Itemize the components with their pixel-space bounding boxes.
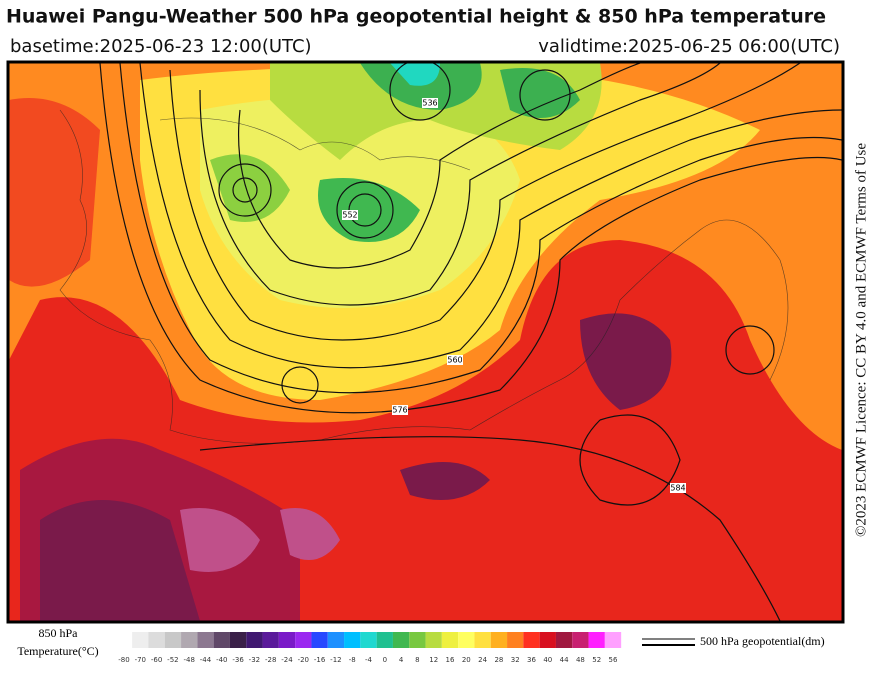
colorbar-swatch bbox=[229, 632, 247, 648]
colorbar-swatch bbox=[392, 632, 410, 648]
contour-label: 584 bbox=[670, 484, 685, 493]
colorbar-swatch bbox=[555, 632, 573, 648]
cold-area bbox=[210, 154, 290, 222]
contour-label: 552 bbox=[342, 211, 357, 220]
colorbar-title: Temperature(°C) bbox=[17, 644, 98, 658]
colorbar-tick-label: -52 bbox=[167, 656, 178, 664]
coastlines bbox=[59, 109, 789, 444]
colorbar-tick-label: -40 bbox=[216, 656, 227, 664]
warm-area bbox=[9, 98, 100, 287]
contour-label-bg bbox=[447, 355, 463, 365]
colorbar-swatch bbox=[409, 632, 426, 648]
map-frame bbox=[6, 60, 845, 624]
validtime: validtime:2025-06-25 06:00(UTC) bbox=[538, 36, 840, 57]
colorbar-tick-label: 16 bbox=[446, 656, 455, 664]
colorbar-tick-label: 40 bbox=[543, 656, 552, 664]
colorbar-tick-label: 20 bbox=[462, 656, 471, 664]
cold-area bbox=[500, 68, 580, 118]
colorbar-tick-label: -20 bbox=[298, 656, 309, 664]
colorbar-tick-label: -24 bbox=[281, 656, 293, 664]
colorbar-tick-label: 32 bbox=[511, 656, 520, 664]
colorbar-tick-label: -16 bbox=[314, 656, 326, 664]
colorbar-tick-label: -60 bbox=[151, 656, 162, 664]
contour-label: 536 bbox=[422, 99, 437, 108]
hot-area bbox=[40, 500, 200, 621]
legend-label: 500 hPa geopotential(dm) bbox=[700, 634, 825, 648]
colorbar-swatch bbox=[148, 632, 165, 648]
colorbar-tick-label: 56 bbox=[609, 656, 618, 664]
colorbar-tick-label: -4 bbox=[365, 656, 373, 664]
colorbar-swatch bbox=[213, 632, 230, 648]
contour-label-bg bbox=[422, 98, 438, 108]
colorbar-tick-label: -32 bbox=[249, 656, 260, 664]
contour-label: 560 bbox=[447, 356, 462, 365]
colorbar-tick-label: 24 bbox=[478, 656, 487, 664]
license: ©2023 ECMWF Licence: CC BY 4.0 and ECMWF… bbox=[853, 143, 869, 537]
colorbar-title: 850 hPa bbox=[39, 626, 79, 640]
colorbar-tick-label: 28 bbox=[494, 656, 503, 664]
colorbar-swatch bbox=[197, 632, 214, 648]
colorbar-tick-label: -36 bbox=[232, 656, 244, 664]
colorbar-swatch bbox=[458, 632, 475, 648]
title: Huawei Pangu-Weather 500 hPa geopotentia… bbox=[6, 6, 826, 28]
hot-area bbox=[180, 508, 260, 572]
cold-area bbox=[318, 178, 420, 242]
colorbar-swatch bbox=[181, 632, 198, 648]
colorbar-swatch bbox=[295, 632, 312, 648]
colorbar-tick-label: 44 bbox=[560, 656, 569, 664]
colorbar-swatch bbox=[588, 632, 605, 648]
colorbar-tick-label: 4 bbox=[399, 656, 404, 664]
colorbar-swatch bbox=[262, 632, 279, 648]
colorbar-swatch bbox=[572, 632, 589, 648]
colorbar-swatch bbox=[132, 632, 149, 648]
colorbar-swatch bbox=[376, 632, 393, 648]
colorbar-swatch bbox=[344, 632, 361, 648]
colorbar-tick-label: -28 bbox=[265, 656, 276, 664]
colorbar-swatch bbox=[539, 632, 556, 648]
colorbar-tick-label: -48 bbox=[183, 656, 194, 664]
contour-label: 576 bbox=[392, 406, 407, 415]
colorbar-swatch bbox=[523, 632, 540, 648]
colorbar-tick-label: 36 bbox=[527, 656, 536, 664]
colorbar-swatch bbox=[474, 632, 491, 648]
contour-label-bg bbox=[670, 483, 686, 493]
colorbar-swatch bbox=[441, 632, 459, 648]
map bbox=[9, 63, 842, 621]
hot-area bbox=[280, 508, 340, 560]
colorbar-swatch bbox=[311, 632, 328, 648]
colorbar-tick-label: 52 bbox=[592, 656, 601, 664]
colorbar-tick-label: 48 bbox=[576, 656, 585, 664]
contours bbox=[99, 63, 842, 621]
hot-area bbox=[400, 462, 490, 500]
colorbar-tick-label: -70 bbox=[135, 656, 146, 664]
colorbar-tick-label: 0 bbox=[383, 656, 387, 664]
hot-area bbox=[580, 313, 672, 410]
colorbar-tick-label: -44 bbox=[200, 656, 212, 664]
colorbar-swatch bbox=[164, 632, 182, 648]
contour-label-bg bbox=[392, 405, 408, 415]
cold-area bbox=[390, 63, 440, 86]
colorbar-swatch bbox=[490, 632, 508, 648]
colorbar-swatch bbox=[360, 632, 377, 648]
colorbar-swatch bbox=[246, 632, 263, 648]
basetime: basetime:2025-06-23 12:00(UTC) bbox=[10, 36, 312, 57]
contour-label-bg bbox=[342, 210, 358, 220]
colorbar-swatch bbox=[327, 632, 345, 648]
colorbar-swatch bbox=[507, 632, 524, 648]
colorbar-swatch bbox=[425, 632, 442, 648]
colorbar-tick-label: 12 bbox=[429, 656, 438, 664]
colorbar-swatch bbox=[278, 632, 296, 648]
colorbar-swatch bbox=[604, 632, 622, 648]
cold-area bbox=[360, 63, 482, 110]
colorbar-tick-label: -12 bbox=[330, 656, 341, 664]
colorbar-tick-label: 8 bbox=[415, 656, 419, 664]
colorbar-tick-label: -8 bbox=[349, 656, 356, 664]
colorbar-tick-label: -80 bbox=[118, 656, 129, 664]
